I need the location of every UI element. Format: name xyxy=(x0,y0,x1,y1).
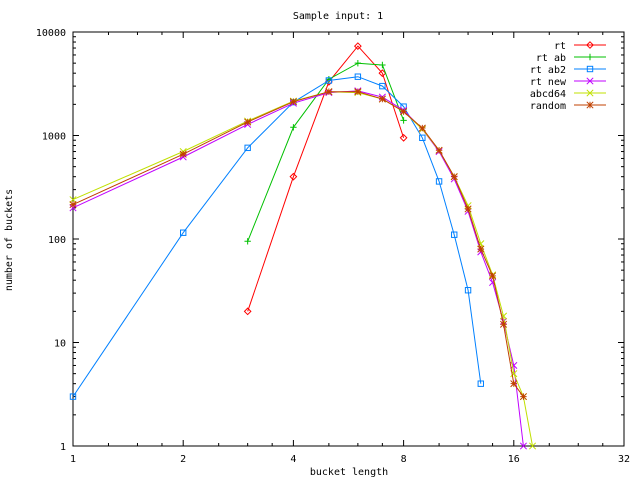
data-point xyxy=(450,173,458,181)
legend-label: rt new xyxy=(530,77,567,88)
data-point xyxy=(586,65,594,73)
series-line xyxy=(72,90,524,447)
data-point xyxy=(69,204,77,212)
data-point xyxy=(243,307,252,316)
data-point xyxy=(378,95,386,103)
data-point xyxy=(399,133,408,142)
data-point xyxy=(325,88,333,96)
data-point xyxy=(528,442,537,450)
data-point xyxy=(353,42,362,51)
legend-label: rt xyxy=(554,41,566,52)
series-random xyxy=(69,88,527,401)
data-point xyxy=(464,205,472,213)
data-point xyxy=(325,77,333,84)
data-point xyxy=(289,172,298,181)
series-group xyxy=(69,42,537,450)
legend-label: rt ab2 xyxy=(530,65,566,76)
data-point xyxy=(244,238,251,245)
data-point xyxy=(400,108,408,116)
chart-title: Sample input: 1 xyxy=(293,11,383,22)
data-point xyxy=(379,82,386,90)
legend-label: random xyxy=(530,101,566,112)
data-point xyxy=(477,245,485,253)
data-point xyxy=(435,178,443,185)
data-point xyxy=(586,89,594,97)
series-rt-new xyxy=(69,87,527,450)
data-point xyxy=(378,69,387,78)
series-line xyxy=(72,91,533,447)
series-rt xyxy=(243,42,408,316)
data-point xyxy=(244,118,252,126)
data-point xyxy=(180,229,187,236)
x-tick-label: 1 xyxy=(70,454,76,465)
data-point xyxy=(379,61,386,69)
data-point xyxy=(400,117,407,124)
data-point xyxy=(451,231,458,238)
series-abcd64 xyxy=(69,88,537,450)
x-axis-label: bucket length xyxy=(310,467,388,478)
data-point xyxy=(324,77,333,86)
data-point xyxy=(290,124,297,131)
series-rt-ab xyxy=(244,59,407,245)
x-tick-label: 8 xyxy=(401,454,407,465)
data-point xyxy=(586,101,594,109)
x-tick-label: 16 xyxy=(508,454,520,465)
series-line xyxy=(247,45,405,312)
data-point xyxy=(489,272,497,280)
y-tick-label: 10000 xyxy=(36,28,66,39)
data-point xyxy=(325,75,333,83)
series-line xyxy=(247,62,405,242)
x-tick-label: 32 xyxy=(618,454,630,465)
data-point xyxy=(435,146,443,154)
series-rt-ab2 xyxy=(69,73,484,400)
data-point xyxy=(418,124,426,132)
series-line xyxy=(72,91,524,397)
x-tick-label: 4 xyxy=(290,454,296,465)
x-axis: 1 2 4 8 16 32 xyxy=(70,32,630,465)
y-tick-label: 1000 xyxy=(42,132,66,143)
data-point xyxy=(354,59,362,67)
data-point xyxy=(464,287,472,294)
x-tick-label: 2 xyxy=(180,454,186,465)
y-axis: 1 10 100 1000 10000 xyxy=(36,28,624,453)
data-point xyxy=(510,380,518,388)
y-tick-label: 10 xyxy=(54,339,66,350)
data-point xyxy=(244,144,251,152)
data-point xyxy=(586,41,594,49)
data-point xyxy=(289,98,297,106)
data-point xyxy=(499,320,508,328)
data-point xyxy=(586,53,594,61)
data-point xyxy=(69,393,77,400)
data-point xyxy=(519,393,527,401)
data-point xyxy=(69,201,77,209)
series-line xyxy=(72,76,482,397)
y-tick-label: 1 xyxy=(60,442,66,453)
data-point xyxy=(179,150,187,158)
data-point xyxy=(354,73,362,80)
y-axis-label: number of buckets xyxy=(4,189,15,291)
y-tick-label: 100 xyxy=(48,235,66,246)
data-point xyxy=(519,442,527,450)
data-point xyxy=(477,380,484,387)
data-point xyxy=(419,134,426,142)
legend-label: rt ab xyxy=(536,53,566,64)
data-point xyxy=(586,77,594,85)
data-point xyxy=(354,88,362,96)
legend-label: abcd64 xyxy=(530,89,566,100)
